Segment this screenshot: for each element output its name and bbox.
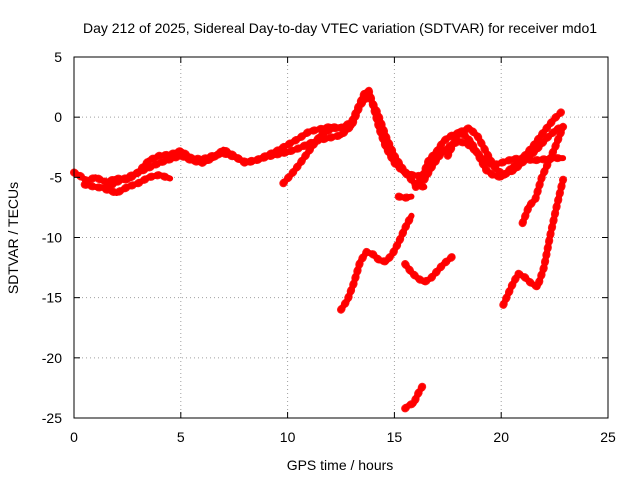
x-axis-label: GPS time / hours <box>287 457 394 473</box>
x-tick-label: 25 <box>600 429 616 445</box>
y-tick-label: -10 <box>42 230 62 246</box>
series-trace-10-texture <box>401 252 457 286</box>
series-trace-8-texture <box>394 192 416 202</box>
y-tick-label: -20 <box>42 350 62 366</box>
series-trace-11-texture <box>401 382 427 413</box>
series-trace-7-texture <box>443 122 568 179</box>
y-tick-label: 5 <box>54 49 62 65</box>
series-trace-2-texture <box>80 91 429 193</box>
y-tick-label: -15 <box>42 290 62 306</box>
series-trace-3-texture <box>102 170 175 197</box>
series-trace-13-texture <box>518 122 568 228</box>
y-axis-label: SDTVAR / TECUs <box>5 182 21 294</box>
series-trace-4-texture <box>279 122 345 188</box>
y-tick-label: -25 <box>42 410 62 426</box>
y-tick-label: -5 <box>50 169 63 185</box>
x-tick-label: 5 <box>177 429 185 445</box>
series-layer <box>70 86 568 413</box>
series-trace-12-texture <box>499 175 568 309</box>
y-tick-label: 0 <box>54 109 62 125</box>
ticks: 0 5 10 15 20 25 5 0 -5 -10 -15 -20 -25 <box>42 49 616 445</box>
grid <box>74 57 608 418</box>
x-tick-label: 20 <box>493 429 509 445</box>
chart-title: Day 212 of 2025, Sidereal Day-to-day VTE… <box>83 20 597 36</box>
x-tick-label: 15 <box>387 429 403 445</box>
x-tick-label: 0 <box>70 429 78 445</box>
series-trace-9-texture <box>337 211 416 314</box>
x-tick-label: 10 <box>280 429 296 445</box>
